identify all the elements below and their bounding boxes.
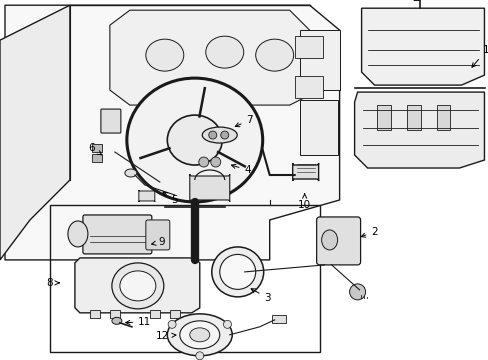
Bar — [92, 144, 102, 152]
Ellipse shape — [180, 321, 219, 349]
Polygon shape — [361, 8, 484, 85]
Circle shape — [198, 157, 208, 167]
Circle shape — [208, 131, 216, 139]
Ellipse shape — [167, 115, 222, 165]
Bar — [92, 154, 102, 162]
Bar — [294, 36, 322, 58]
Polygon shape — [110, 10, 309, 105]
Ellipse shape — [211, 247, 263, 297]
Circle shape — [168, 320, 176, 328]
Ellipse shape — [112, 263, 163, 309]
Circle shape — [220, 131, 228, 139]
Polygon shape — [354, 92, 484, 168]
Ellipse shape — [120, 271, 156, 301]
Text: 8: 8 — [46, 278, 59, 288]
Text: 4: 4 — [231, 164, 250, 175]
Bar — [436, 105, 449, 130]
FancyBboxPatch shape — [139, 190, 155, 202]
Ellipse shape — [167, 314, 232, 356]
Bar — [169, 310, 180, 318]
Text: 6: 6 — [88, 143, 102, 155]
Ellipse shape — [68, 221, 88, 247]
Text: 3: 3 — [251, 289, 270, 303]
Bar — [294, 76, 322, 98]
Polygon shape — [75, 258, 200, 313]
Polygon shape — [5, 5, 339, 260]
Bar — [376, 105, 390, 130]
Circle shape — [349, 284, 365, 300]
Ellipse shape — [255, 39, 293, 71]
Ellipse shape — [126, 78, 262, 202]
Bar — [110, 310, 120, 318]
Text: 11: 11 — [125, 317, 151, 327]
Circle shape — [223, 320, 231, 328]
Polygon shape — [0, 5, 70, 260]
Ellipse shape — [205, 36, 243, 68]
Text: 1: 1 — [471, 45, 488, 67]
Ellipse shape — [112, 318, 122, 324]
Circle shape — [210, 157, 220, 167]
Bar — [299, 100, 337, 155]
Text: 9: 9 — [151, 237, 165, 247]
Text: 7: 7 — [235, 115, 252, 127]
Bar — [406, 105, 420, 130]
Ellipse shape — [202, 127, 237, 143]
Ellipse shape — [219, 255, 255, 289]
Ellipse shape — [189, 328, 209, 342]
Text: 2: 2 — [361, 227, 377, 237]
Circle shape — [195, 352, 203, 360]
FancyBboxPatch shape — [292, 163, 318, 181]
Text: 12: 12 — [156, 331, 176, 341]
FancyBboxPatch shape — [145, 220, 169, 250]
Bar — [149, 310, 160, 318]
Text: 10: 10 — [298, 194, 310, 210]
FancyBboxPatch shape — [316, 217, 360, 265]
FancyBboxPatch shape — [101, 109, 121, 133]
Ellipse shape — [124, 169, 137, 177]
Bar — [271, 315, 285, 323]
Ellipse shape — [145, 39, 183, 71]
Bar — [299, 30, 339, 90]
Text: 5: 5 — [163, 192, 178, 205]
FancyBboxPatch shape — [189, 174, 229, 202]
Bar — [50, 205, 319, 352]
FancyBboxPatch shape — [83, 215, 151, 254]
Bar — [90, 310, 100, 318]
Ellipse shape — [321, 230, 337, 250]
